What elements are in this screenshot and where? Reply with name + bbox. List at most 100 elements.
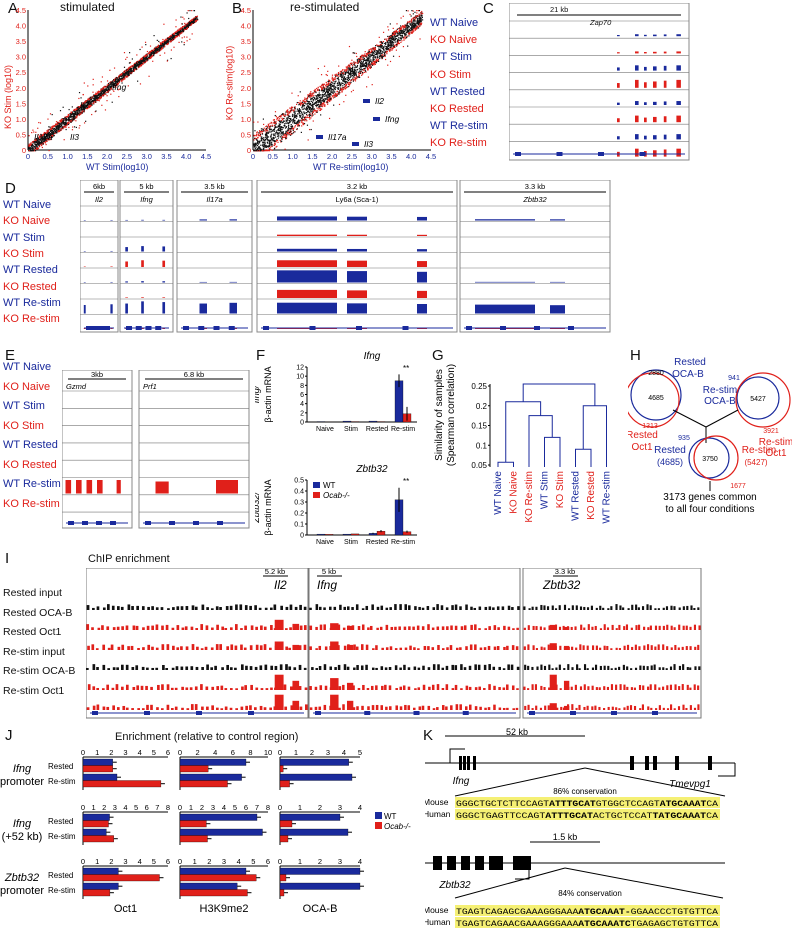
data-point xyxy=(308,102,310,104)
x-tick: 1.5 xyxy=(307,152,317,161)
data-point xyxy=(363,71,366,73)
data-point xyxy=(172,38,174,41)
data-point xyxy=(45,132,47,135)
data-point xyxy=(325,86,327,88)
data-point xyxy=(59,110,62,112)
data-point xyxy=(350,75,352,77)
data-point xyxy=(64,123,66,125)
data-point xyxy=(421,13,423,15)
data-point xyxy=(136,64,138,66)
data-point xyxy=(356,62,358,64)
data-point xyxy=(69,115,71,117)
data-point xyxy=(112,89,114,91)
data-point xyxy=(95,94,97,97)
data-point xyxy=(403,27,405,29)
y-tick: 2.0 xyxy=(241,84,251,93)
data-point xyxy=(43,136,45,138)
data-point xyxy=(281,119,283,122)
data-point xyxy=(38,144,40,146)
data-point xyxy=(347,65,349,67)
data-point xyxy=(34,140,36,143)
data-point xyxy=(308,128,311,131)
data-point xyxy=(400,26,402,28)
data-point xyxy=(58,123,61,125)
gene-label-a: Il3 xyxy=(70,132,79,142)
data-point xyxy=(310,98,312,100)
data-point xyxy=(316,105,318,107)
data-point xyxy=(417,19,419,21)
data-point xyxy=(309,112,311,114)
data-point xyxy=(318,100,320,103)
data-point xyxy=(115,86,117,88)
data-point xyxy=(317,104,319,106)
data-point xyxy=(43,133,45,135)
data-point xyxy=(286,133,289,135)
data-point xyxy=(89,99,92,101)
data-point xyxy=(107,82,110,85)
data-point xyxy=(270,135,272,138)
data-point xyxy=(410,20,412,22)
data-point xyxy=(263,130,265,132)
data-point xyxy=(379,52,382,54)
data-point xyxy=(118,80,120,82)
data-point xyxy=(161,41,163,44)
data-point xyxy=(332,91,334,93)
data-point xyxy=(312,120,314,122)
data-point xyxy=(94,101,96,103)
data-point xyxy=(369,53,371,56)
data-point xyxy=(125,58,127,60)
data-point xyxy=(299,110,301,112)
data-point xyxy=(268,143,270,145)
data-point xyxy=(124,71,126,73)
data-point xyxy=(345,71,347,73)
data-point xyxy=(70,116,72,118)
data-point xyxy=(163,39,166,42)
data-point xyxy=(120,75,122,77)
data-point xyxy=(268,150,270,152)
data-point xyxy=(284,125,286,127)
data-point xyxy=(369,67,371,69)
data-point xyxy=(60,128,62,130)
data-point xyxy=(285,134,287,136)
data-point xyxy=(38,138,40,141)
data-point xyxy=(69,113,71,115)
data-point xyxy=(351,67,353,70)
data-point xyxy=(382,48,385,50)
data-point xyxy=(400,31,403,33)
data-point xyxy=(135,65,137,67)
data-point xyxy=(399,32,401,35)
data-point xyxy=(311,100,313,103)
data-point xyxy=(257,135,260,137)
data-point xyxy=(353,71,355,73)
data-point xyxy=(105,90,107,92)
data-point xyxy=(76,108,78,110)
data-point xyxy=(393,45,396,48)
data-point xyxy=(259,133,262,136)
data-point xyxy=(40,137,42,140)
data-point xyxy=(351,62,353,64)
data-point xyxy=(46,130,48,132)
data-point xyxy=(260,140,262,142)
data-point xyxy=(419,25,421,27)
data-point xyxy=(325,84,328,86)
data-point xyxy=(277,137,280,139)
data-point xyxy=(152,52,154,54)
data-point xyxy=(380,40,382,43)
data-point xyxy=(357,76,359,78)
data-point xyxy=(402,36,404,38)
data-point xyxy=(52,134,54,137)
data-point xyxy=(76,106,78,109)
data-point xyxy=(374,47,376,49)
data-point xyxy=(78,113,80,116)
data-point xyxy=(353,69,356,71)
data-point xyxy=(403,25,405,27)
data-point xyxy=(284,134,286,136)
data-point xyxy=(344,73,346,76)
data-point xyxy=(410,15,412,17)
data-point xyxy=(323,103,325,105)
data-point xyxy=(327,86,330,88)
data-point xyxy=(88,102,90,104)
data-point xyxy=(42,137,44,140)
data-point xyxy=(150,50,153,52)
data-point xyxy=(114,78,116,81)
